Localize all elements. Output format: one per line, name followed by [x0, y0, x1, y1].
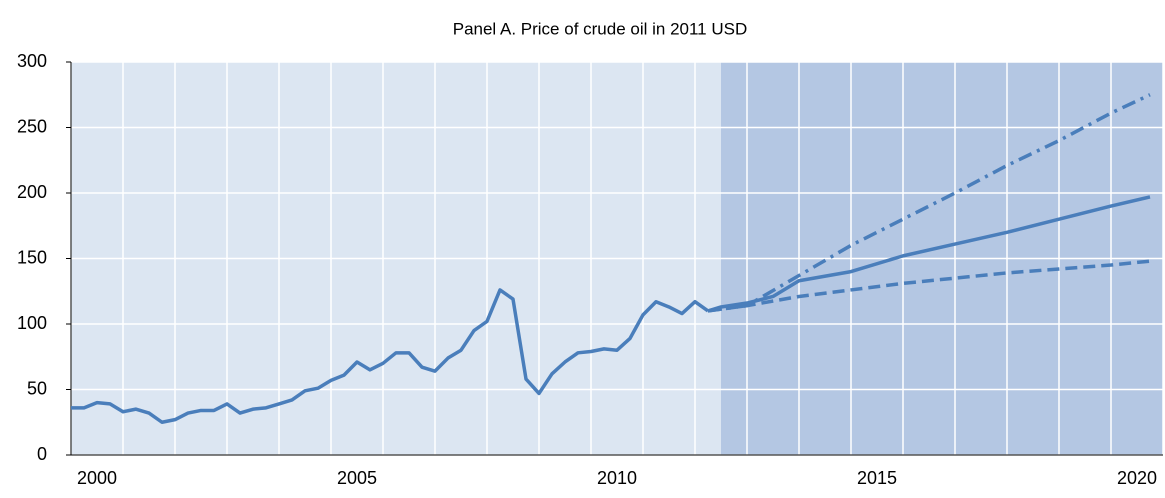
y-tick-label: 100 [17, 313, 47, 333]
line-series [707, 195, 1151, 313]
line-series [707, 259, 1151, 313]
line-series [707, 93, 1151, 313]
x-tick-label: 2005 [337, 468, 377, 488]
x-tick-label: 2000 [77, 468, 117, 488]
y-tick-label: 50 [27, 378, 47, 398]
y-tick-label: 300 [17, 51, 47, 71]
chart-title: Panel A. Price of crude oil in 2011 USD [453, 19, 748, 38]
x-tick-label: 2020 [1117, 468, 1157, 488]
y-tick-label: 250 [17, 116, 47, 136]
line-series [71, 288, 710, 424]
y-tick-label: 150 [17, 247, 47, 267]
y-tick-label: 200 [17, 182, 47, 202]
x-tick-label: 2015 [857, 468, 897, 488]
x-tick-label: 2010 [597, 468, 637, 488]
y-tick-label: 0 [37, 444, 47, 464]
